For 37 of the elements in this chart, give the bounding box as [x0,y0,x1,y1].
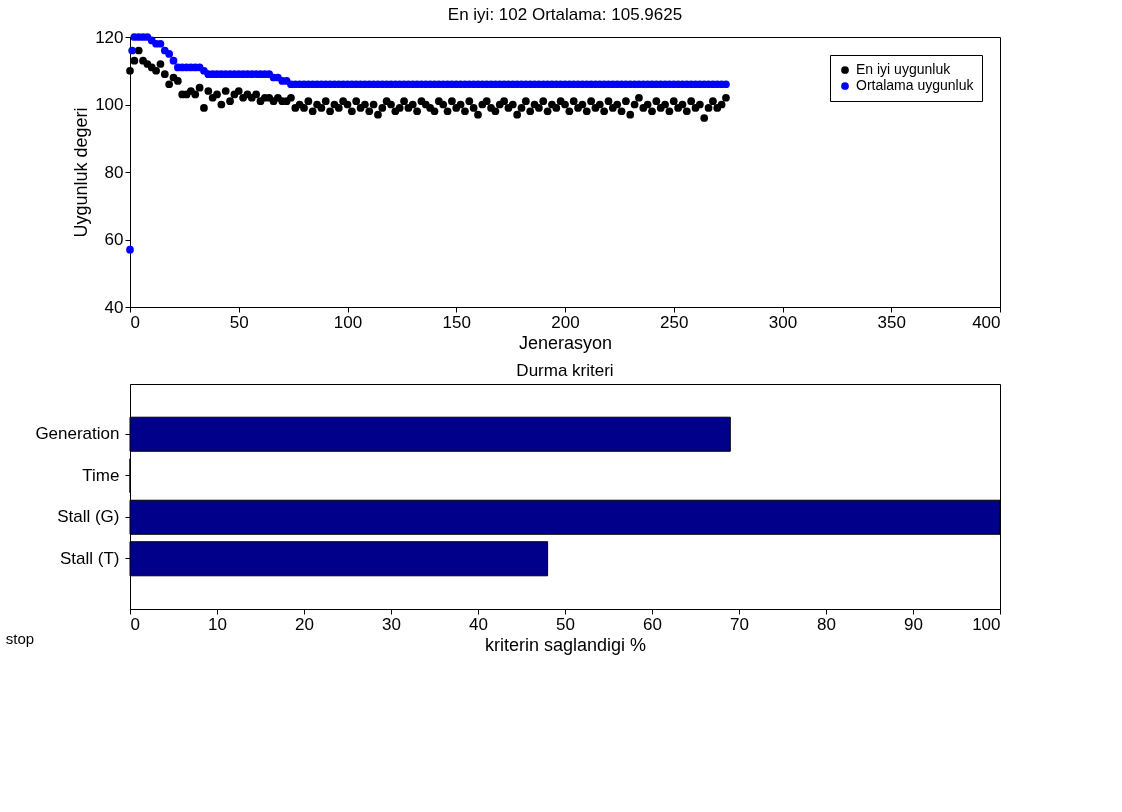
x-tick-label: 100 [333,312,363,332]
x-tick-label: 80 [817,614,836,634]
y-tick-label: 100 [95,95,124,114]
x-axis-title: Jenerasyon [518,332,613,353]
x-tick-label: 90 [904,614,923,634]
x-tick-label: 70 [730,614,749,634]
x-tick-label: 300 [768,312,798,332]
x-tick-label: 0 [130,614,140,634]
chart-title: En iyi: 102 Ortalama: 105.9625 [447,5,683,24]
x-axis-title: kriterin saglandigi % [484,634,647,655]
y-tick-label: Stall (G) [57,507,120,527]
x-tick-label: 350 [877,312,906,332]
x-tick-label: 150 [442,312,471,332]
x-tick-label: 100 [972,614,1001,634]
x-tick-label: 10 [208,614,227,634]
y-tick-label: Stall (T) [60,548,120,568]
x-tick-label: 30 [382,614,401,634]
x-tick-label: 250 [660,312,689,332]
x-tick-label: 20 [295,614,314,634]
y-tick-label: Time [82,465,120,485]
legend-label: En iyi uygunluk [856,61,952,77]
y-tick-label: 120 [95,27,124,47]
x-tick-label: 50 [556,614,575,634]
x-tick-label: 40 [469,614,488,634]
x-tick-label: 50 [229,312,249,332]
legend-label: Ortalama uygunluk [856,77,975,93]
y-tick-label: Generation [35,424,120,444]
x-tick-label: 400 [972,312,1001,332]
chart-title: Durma kriteri [516,361,614,380]
x-tick-label: 200 [551,312,580,332]
text: stop [5,630,35,647]
y-tick-label: 40 [104,297,124,317]
y-tick-label: 80 [104,162,124,182]
x-tick-label: 60 [643,614,662,634]
x-tick-label: 0 [130,312,140,332]
y-tick-label: 60 [104,230,124,249]
y-axis-title: Uygunluk degeri [71,107,92,238]
